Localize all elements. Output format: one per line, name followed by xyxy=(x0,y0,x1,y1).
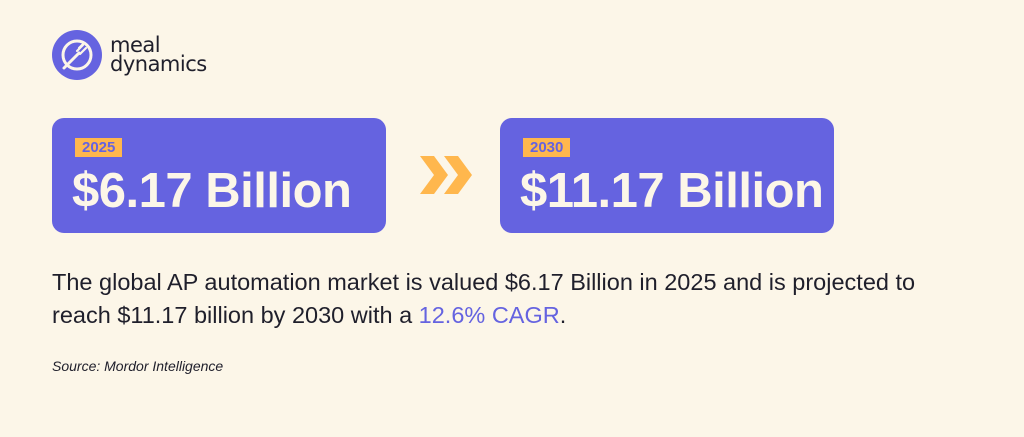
stat-card-2030: 2030 $11.17 Billion xyxy=(500,118,834,233)
plate-fork-icon xyxy=(52,30,102,80)
brand-logo: meal dynamics xyxy=(52,30,207,80)
year-badge: 2025 xyxy=(75,138,123,157)
year-badge: 2030 xyxy=(523,138,571,157)
stat-value: $11.17 Billion xyxy=(520,164,824,218)
logo-line1: meal xyxy=(110,33,161,57)
cagr-highlight: 12.6% CAGR xyxy=(418,302,560,328)
description: The global AP automation market is value… xyxy=(52,266,952,332)
double-chevron-right-icon xyxy=(420,156,472,194)
stat-card-2025: 2025 $6.17 Billion xyxy=(52,118,386,233)
logo-wordmark: meal dynamics xyxy=(110,33,207,76)
description-end: . xyxy=(559,302,567,328)
logo-line2: dynamics xyxy=(110,52,207,76)
stat-value: $6.17 Billion xyxy=(72,164,352,218)
description-text: The global AP automation market is value… xyxy=(52,269,916,328)
source-note: Source: Mordor Intelligence xyxy=(52,358,224,374)
